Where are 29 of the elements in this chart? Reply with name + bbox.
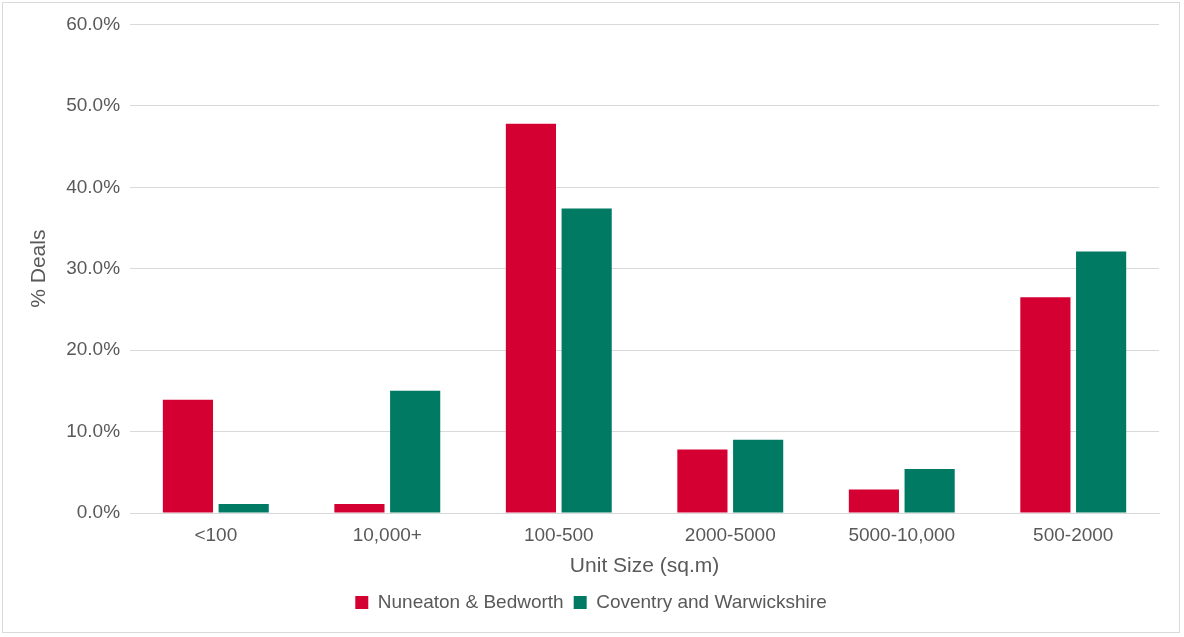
bar — [561, 208, 612, 513]
bar — [505, 123, 557, 513]
x-tick-label: 100-500 — [523, 523, 594, 545]
y-tick-label: 10.0% — [66, 419, 121, 441]
bar — [848, 489, 899, 513]
bar — [1076, 251, 1127, 513]
y-tick-label: 50.0% — [66, 94, 121, 116]
y-tick-label: 30.0% — [66, 256, 121, 278]
bar — [677, 449, 728, 513]
y-tick-label: 40.0% — [66, 175, 121, 197]
bar — [162, 399, 214, 513]
x-axis-title: Unit Size (sq.m) — [569, 553, 720, 577]
x-tick-label: <100 — [194, 523, 238, 545]
x-tick-label: 5000-10,000 — [848, 523, 956, 545]
y-tick-label: 60.0% — [66, 12, 121, 34]
legend-label: Nuneaton & Bedworth — [377, 590, 564, 612]
x-tick-label: 2000-5000 — [684, 523, 776, 545]
bar — [1020, 297, 1071, 513]
bar — [218, 504, 269, 513]
x-tick-label: 10,000+ — [352, 523, 422, 545]
y-tick-label: 0.0% — [76, 501, 121, 523]
bar — [334, 504, 385, 513]
x-tick-label: 500-2000 — [1033, 523, 1114, 545]
bar — [904, 469, 955, 513]
bar — [390, 390, 441, 513]
bar — [733, 439, 784, 513]
y-axis-title: % Deals — [26, 229, 50, 308]
y-tick-label: 20.0% — [66, 338, 121, 360]
legend-label: Coventry and Warwickshire — [596, 590, 827, 612]
